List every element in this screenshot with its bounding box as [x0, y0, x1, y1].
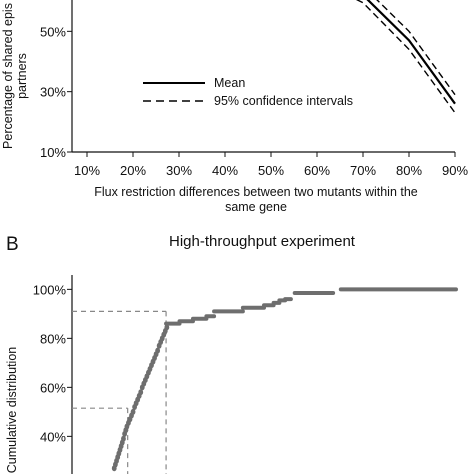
panel-a-xlabel-line2: same gene [225, 200, 287, 214]
panel-a-x-tick-label: 60% [304, 163, 330, 178]
panel-a-ylabel-line1: Percentage of shared epis [1, 3, 15, 149]
panel-a-legend: Mean 95% confidence intervals [143, 76, 353, 108]
cdf-point [155, 347, 161, 354]
legend-ci-label: 95% confidence intervals [214, 94, 353, 108]
panel-a-x-tick-label: 30% [166, 163, 192, 178]
panel-b-label: B [6, 234, 19, 255]
panel-a-x-tick-label: 20% [120, 163, 146, 178]
confidence-line [376, 0, 456, 96]
panel-b-y-tick-label: 60% [40, 380, 66, 395]
panel-a: 10% 30% 50% 10% 20% 30% 40% 50% 60% 70% 80% 90% Me… [1, 0, 468, 214]
cdf-point [164, 324, 170, 331]
panel-a-x-tick-label: 80% [396, 163, 422, 178]
panel-b-y-tick-label: 80% [40, 331, 66, 346]
panel-a-y-tick-label: 30% [40, 85, 66, 100]
cdf-point [121, 435, 126, 442]
cdf-point [138, 389, 144, 396]
panel-a-xlabel-line1: Flux restriction differences between two… [94, 185, 418, 199]
panel-a-x-tick-label: 70% [350, 163, 376, 178]
panel-a-ylabel-line2: partners [15, 53, 29, 99]
cdf-point [130, 408, 136, 415]
panel-b: B High-throughput experiment 40% 60% 80% 10… [5, 233, 458, 474]
confidence-line [355, 0, 456, 114]
mean-line [366, 0, 456, 105]
panel-a-x-tick-label: 90% [442, 163, 468, 178]
panel-b-y-tick-label: 100% [33, 282, 67, 297]
panel-a-y-tick-label: 50% [40, 24, 66, 39]
panel-a-x-tick-label: 50% [258, 163, 284, 178]
panel-b-y-tick-label: 40% [40, 429, 66, 444]
panel-a-y-tick-label: 10% [40, 145, 66, 160]
panel-b-title: High-throughput experiment [169, 233, 356, 250]
panel-a-x-tick-label: 40% [212, 163, 238, 178]
panel-a-x-tick-label: 10% [74, 163, 100, 178]
legend-mean-label: Mean [214, 76, 245, 90]
panel-b-ylabel: Cumulative distribution [5, 347, 19, 473]
